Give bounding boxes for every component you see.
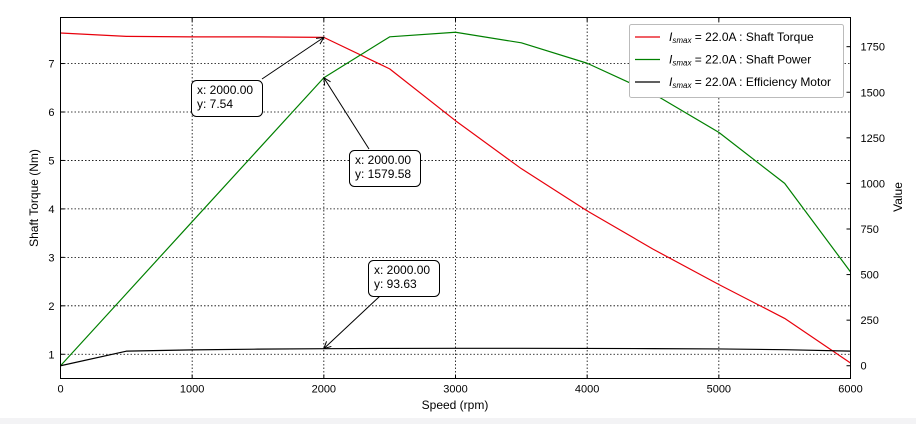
- legend-entry-0[interactable]: Ismax = 22.0A : Shaft Torque: [669, 30, 814, 45]
- legend-entry-text: = 22.0A : Shaft Torque: [691, 30, 814, 44]
- annotation-y-text: y: 93.63: [374, 277, 417, 291]
- legend-entry-2[interactable]: Ismax = 22.0A : Efficiency Motor: [669, 75, 831, 90]
- y-left-tick-label: 5: [48, 155, 54, 167]
- annotation-x-text: x: 2000.00: [355, 153, 411, 167]
- y-right-tick-label: 1750: [861, 42, 885, 54]
- x-tick-label: 5000: [707, 384, 731, 396]
- y-left-tick-label: 1: [48, 349, 54, 361]
- annotation-y-text: y: 7.54: [197, 97, 233, 111]
- x-tick-label: 6000: [838, 384, 862, 396]
- y-right-tick-label: 500: [861, 270, 879, 282]
- y-right-tick-label: 1000: [861, 178, 885, 190]
- annotation-arrow-line: [323, 295, 381, 350]
- annotation-y-text: y: 1579.58: [355, 167, 411, 181]
- legend-entry-1[interactable]: Ismax = 22.0A : Shaft Power: [669, 53, 811, 68]
- series-line-1: [60, 31, 851, 367]
- annotation-box: [191, 80, 263, 117]
- annotations-layer: x: 2000.00y: 7.54x: 2000.00y: 1579.58x: …: [191, 36, 440, 350]
- y-left-tick-label: 4: [48, 204, 54, 216]
- y-right-tick-label: 1500: [861, 87, 885, 99]
- annotation-box: [349, 150, 421, 187]
- legend-entry-text: = 22.0A : Efficiency Motor: [691, 75, 831, 89]
- legend-entry-subscript: smax: [672, 36, 692, 45]
- series-line-2: [60, 347, 851, 367]
- annotation-arrow-line: [261, 36, 325, 80]
- x-tick-label: 2000: [312, 384, 336, 396]
- legend-entry-symbol: I: [669, 30, 673, 44]
- series-line-0: [60, 32, 851, 364]
- y-right-tick-label: 1250: [861, 133, 885, 145]
- y-axis-left-label: Shaft Torque (Nm): [27, 149, 41, 247]
- x-tick-label: 4000: [575, 384, 599, 396]
- annotation-arrow-line: [323, 77, 370, 150]
- ticks-layer: 0 1000 2000 3000 4000 5000 6000 1 2 3 4 5 6 7 0 250 500 7…: [48, 17, 885, 396]
- legend-entry-symbol: I: [669, 75, 673, 89]
- x-tick-label: 3000: [443, 384, 467, 396]
- x-axis-label: Speed (rpm): [422, 398, 489, 412]
- annotation-x-text: x: 2000.00: [374, 263, 430, 277]
- annotation-arrowhead: [323, 76, 331, 86]
- series-layer: [60, 31, 851, 367]
- annotation-arrowhead: [323, 341, 332, 350]
- y-axis-right-label: Value: [891, 182, 905, 212]
- y-right-tick-label: 750: [861, 224, 879, 236]
- x-tick-label: 1000: [180, 384, 204, 396]
- legend-entry-symbol: I: [669, 53, 673, 67]
- y-right-tick-label: 0: [861, 361, 867, 373]
- legend-entry-text: = 22.0A : Shaft Power: [691, 53, 811, 67]
- x-tick-label: 0: [57, 384, 63, 396]
- annotation-arrowhead: [316, 36, 325, 45]
- window-bottom-strip: [0, 418, 916, 424]
- legend-frame: [629, 24, 844, 98]
- y-left-tick-label: 7: [48, 59, 54, 71]
- y-left-tick-label: 3: [48, 252, 54, 264]
- y-left-tick-label: 6: [48, 107, 54, 119]
- y-right-tick-label: 250: [861, 315, 879, 327]
- annotation-box: [368, 260, 440, 297]
- legend-entry-subscript: smax: [672, 59, 692, 68]
- y-left-tick-label: 2: [48, 301, 54, 313]
- annotation-x-text: x: 2000.00: [197, 83, 253, 97]
- legend-entry-subscript: smax: [672, 81, 692, 90]
